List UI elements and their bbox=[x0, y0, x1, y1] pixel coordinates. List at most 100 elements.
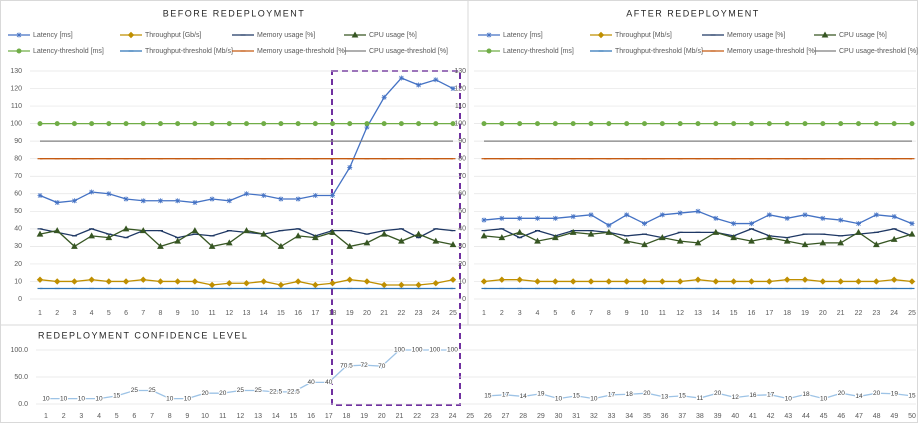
marker bbox=[552, 121, 558, 127]
marker bbox=[123, 121, 129, 127]
marker bbox=[642, 221, 647, 227]
data-label: 15 bbox=[484, 393, 492, 400]
data-label: 72 bbox=[361, 362, 369, 369]
marker bbox=[449, 241, 457, 248]
marker bbox=[278, 196, 284, 202]
y-tick-label: 70 bbox=[458, 173, 466, 180]
data-label: 100 bbox=[412, 347, 423, 354]
marker bbox=[873, 212, 879, 218]
marker bbox=[36, 276, 44, 283]
data-label: 10 bbox=[785, 395, 793, 402]
marker bbox=[538, 391, 544, 397]
marker bbox=[713, 121, 719, 127]
marker bbox=[570, 121, 576, 127]
marker bbox=[819, 239, 827, 246]
x-tick-label: 40 bbox=[731, 413, 739, 420]
marker bbox=[766, 121, 772, 127]
y-tick-label: 70 bbox=[14, 173, 22, 180]
marker bbox=[591, 396, 597, 402]
marker bbox=[157, 242, 164, 249]
marker bbox=[909, 221, 915, 227]
marker bbox=[294, 232, 302, 239]
marker bbox=[106, 121, 112, 127]
marker bbox=[220, 390, 226, 396]
x-tick-label: 30 bbox=[555, 413, 563, 420]
marker bbox=[486, 32, 492, 38]
marker bbox=[838, 217, 844, 223]
marker bbox=[713, 215, 719, 221]
y-tick-label: 120 bbox=[10, 85, 22, 92]
marker bbox=[174, 237, 182, 244]
marker bbox=[351, 31, 359, 38]
x-tick-label: 4 bbox=[97, 413, 101, 420]
x-tick-label: 22 bbox=[855, 310, 863, 317]
marker bbox=[517, 215, 523, 221]
marker bbox=[398, 121, 404, 127]
marker bbox=[623, 278, 630, 285]
y-tick-label: 110 bbox=[11, 103, 22, 110]
marker bbox=[694, 239, 702, 246]
x-tick-label: 27 bbox=[502, 413, 510, 420]
y-tick-label: 30 bbox=[458, 243, 466, 250]
marker bbox=[16, 48, 22, 54]
marker bbox=[480, 278, 488, 285]
marker bbox=[343, 363, 349, 369]
marker bbox=[642, 121, 647, 127]
marker bbox=[295, 121, 301, 127]
marker bbox=[659, 278, 666, 285]
data-label: 10 bbox=[820, 395, 828, 402]
marker bbox=[54, 200, 60, 206]
marker bbox=[732, 395, 738, 401]
marker bbox=[175, 198, 181, 204]
marker bbox=[192, 121, 198, 127]
marker bbox=[891, 121, 897, 127]
x-tick-label: 17 bbox=[311, 310, 319, 317]
chart-title: REDEPLOYMENT CONFIDENCE LEVEL bbox=[38, 330, 248, 340]
marker bbox=[273, 389, 279, 395]
marker bbox=[697, 395, 703, 401]
marker bbox=[114, 393, 120, 399]
y-tick-label: 60 bbox=[14, 191, 22, 198]
x-tick-label: 39 bbox=[714, 413, 722, 420]
marker bbox=[96, 396, 102, 402]
marker bbox=[569, 228, 577, 235]
marker bbox=[588, 121, 594, 127]
y-tick-label: 130 bbox=[10, 68, 22, 75]
marker bbox=[226, 121, 232, 127]
marker bbox=[626, 391, 632, 397]
legend-label: Memory usage [%] bbox=[257, 32, 315, 39]
marker bbox=[398, 281, 405, 289]
marker bbox=[659, 121, 665, 127]
x-tick-label: 23 bbox=[872, 310, 880, 317]
data-label: 25 bbox=[148, 387, 156, 394]
marker bbox=[748, 278, 755, 285]
marker bbox=[226, 198, 232, 204]
x-tick-label: 20 bbox=[378, 413, 386, 420]
y-tick-label: 0 bbox=[462, 296, 466, 303]
legend-label: Throughput [Gb/s] bbox=[145, 32, 201, 39]
marker bbox=[449, 347, 455, 353]
marker bbox=[712, 228, 720, 235]
marker bbox=[749, 121, 754, 127]
marker bbox=[260, 230, 268, 237]
marker bbox=[78, 396, 84, 402]
marker bbox=[766, 212, 772, 218]
marker bbox=[856, 221, 861, 227]
x-tick-label: 11 bbox=[208, 310, 215, 317]
legend-label: CPU usage-threshold [%] bbox=[839, 48, 918, 55]
marker bbox=[573, 393, 579, 399]
marker bbox=[821, 396, 827, 402]
legend-label: Throughput-threshold [Mb/s] bbox=[615, 48, 703, 55]
data-label: 10 bbox=[42, 395, 50, 402]
x-tick-label: 1 bbox=[44, 413, 48, 420]
marker bbox=[766, 278, 773, 285]
legend-label: Latency [ms] bbox=[503, 32, 543, 39]
x-tick-label: 24 bbox=[449, 413, 457, 420]
x-tick-label: 20 bbox=[819, 310, 827, 317]
x-tick-label: 2 bbox=[500, 310, 504, 317]
y-tick-label: 60 bbox=[458, 191, 466, 198]
x-tick-label: 21 bbox=[380, 310, 388, 317]
marker bbox=[641, 241, 648, 248]
x-tick-label: 17 bbox=[765, 310, 773, 317]
